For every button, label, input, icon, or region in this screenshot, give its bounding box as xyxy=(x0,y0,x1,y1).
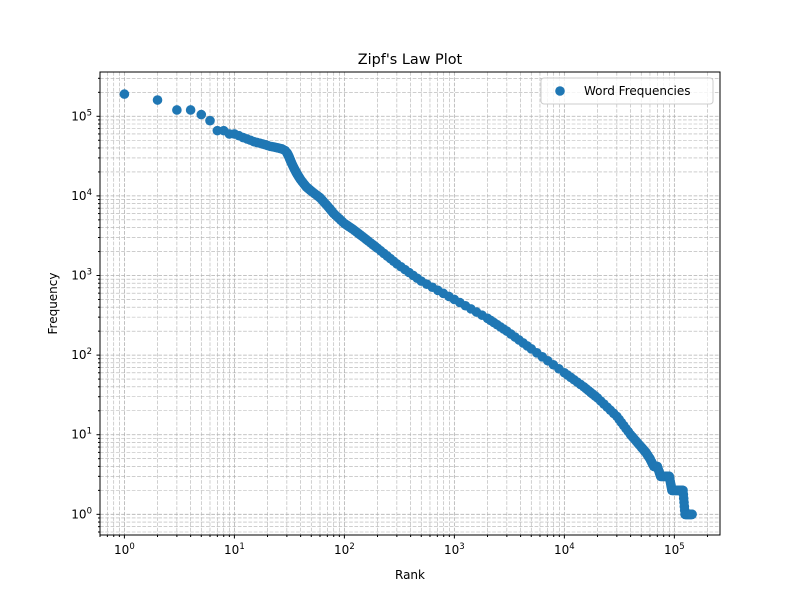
x-tick-label: 102 xyxy=(334,542,355,557)
y-tick-label: 100 xyxy=(71,506,92,521)
scatter-points xyxy=(119,89,697,520)
data-point xyxy=(152,95,163,105)
legend-label: Word Frequencies xyxy=(584,84,691,98)
data-point xyxy=(205,115,215,126)
x-tick-label: 101 xyxy=(224,542,245,557)
legend-box xyxy=(540,77,714,105)
data-point xyxy=(172,105,182,115)
y-tick-label: 103 xyxy=(71,268,92,283)
y-tick-label: 105 xyxy=(71,108,92,123)
data-point xyxy=(196,109,207,120)
x-axis-label: Rank xyxy=(395,568,425,582)
legend-marker xyxy=(555,86,565,96)
chart-title: Zipf's Law Plot xyxy=(358,52,463,68)
x-tick-label: 100 xyxy=(114,542,135,557)
axis-ticks: 100 101 102 103 104 105 100 101 102 103 104 105 xyxy=(71,77,708,557)
data-point xyxy=(185,105,196,115)
data-point xyxy=(119,89,130,99)
x-tick-label: 103 xyxy=(444,542,465,557)
grid xyxy=(99,72,720,535)
y-tick-label: 102 xyxy=(71,347,92,362)
x-tick-label: 104 xyxy=(554,542,575,557)
data-point xyxy=(687,509,697,520)
y-tick-label: 104 xyxy=(71,188,92,203)
plot-frame xyxy=(99,71,721,536)
y-axis-label: Frequency xyxy=(46,273,60,335)
y-tick-label: 101 xyxy=(71,427,92,442)
legend: Word Frequencies xyxy=(540,77,714,105)
x-tick-label: 105 xyxy=(664,542,685,557)
